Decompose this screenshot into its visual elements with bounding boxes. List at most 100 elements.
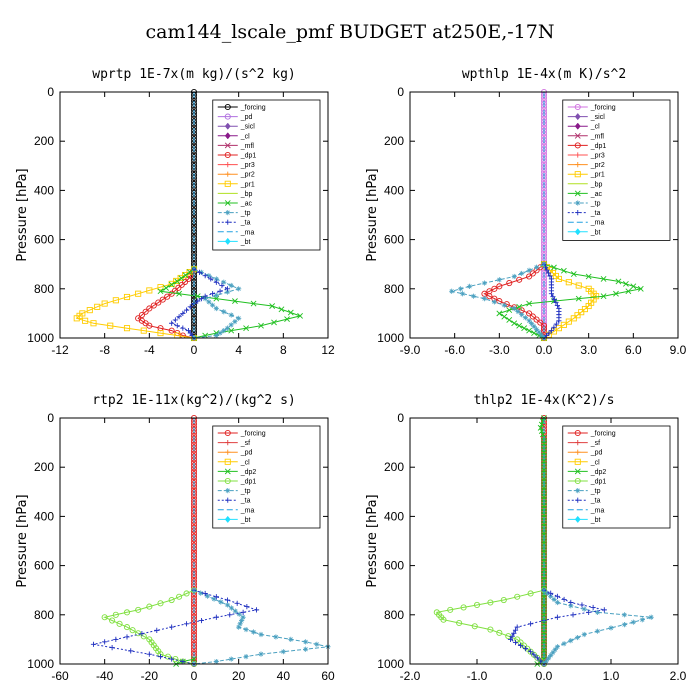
data-point (570, 271, 577, 277)
data-point (157, 284, 164, 291)
legend-label: _ta (590, 498, 601, 505)
x-tick-label: 0.0 (536, 343, 553, 357)
data-point (123, 293, 131, 301)
data-point (157, 654, 164, 660)
data-point (570, 315, 577, 322)
data-point (534, 655, 540, 661)
data-point (258, 322, 264, 329)
legend-label: _tp (590, 488, 601, 495)
data-point (213, 276, 219, 282)
panel-title: wprtp 1E-7x(m kg)/(s^2 kg) (92, 67, 296, 82)
series_tp (449, 261, 547, 341)
legend-label: _bt (240, 239, 251, 246)
data-point (73, 315, 80, 322)
data-point (198, 296, 205, 302)
data-point (213, 292, 219, 298)
legend-marker (224, 113, 231, 120)
data-point (142, 308, 149, 315)
chart-panel-4: thlp2 1E-4x(K^2)/s Pressure [hPa] -2.0 -1.0… (365, 393, 687, 683)
panel-title: rtp2 1E-11x(kg^2)/(kg^2 s) (92, 393, 296, 408)
data-point (548, 328, 555, 334)
data-point (218, 599, 224, 605)
data-point (506, 307, 513, 314)
x-tick-label: 0 (191, 343, 198, 357)
data-point (208, 276, 214, 282)
data-point (586, 609, 592, 615)
data-point (258, 631, 264, 638)
data-point (496, 629, 503, 636)
chart-panel-2: wpthlp 1E-4x(m K)/s^2 Pressure [hPa] -9.0 -… (365, 67, 687, 357)
legend-label: _ma (240, 507, 255, 514)
x-tick-label: -9.0 (400, 343, 421, 357)
data-point (227, 612, 233, 618)
panel-title: thlp2 1E-4x(K^2)/s (474, 393, 615, 408)
data-point (228, 327, 235, 334)
data-point (146, 651, 152, 657)
series-line (509, 589, 605, 665)
legend-label: _pr3 (590, 153, 605, 160)
data-point (595, 628, 601, 634)
data-point (287, 309, 294, 316)
x-tick-label: 12 (321, 343, 335, 357)
data-point (496, 277, 502, 283)
x-tick-label: 60 (321, 669, 335, 683)
legend-label: _dp1 (590, 479, 607, 486)
data-point (116, 620, 123, 627)
data-point (637, 285, 644, 292)
data-point (551, 264, 557, 271)
data-point (174, 278, 181, 285)
data-point (194, 293, 201, 300)
x-tick-label: -4 (144, 343, 155, 357)
data-point (138, 311, 145, 319)
data-point (496, 310, 503, 317)
data-point (211, 596, 217, 602)
data-point (487, 599, 494, 606)
data-point (574, 312, 581, 319)
legend-marker (574, 142, 581, 149)
y-tick-label: 400 (384, 509, 404, 523)
data-point (545, 655, 552, 661)
data-point (124, 634, 130, 640)
data-point (169, 624, 175, 630)
data-point (243, 325, 250, 332)
data-point (526, 267, 532, 273)
legend-marker (225, 162, 231, 168)
legend-marker (225, 219, 231, 225)
data-point (547, 273, 553, 279)
series-line (103, 589, 195, 665)
data-point (228, 282, 234, 289)
data-point (554, 302, 560, 309)
data-point (529, 313, 536, 320)
data-point (473, 601, 481, 609)
data-point (243, 626, 249, 633)
series_ta (507, 587, 607, 667)
data-point (561, 641, 567, 647)
data-point (548, 291, 555, 297)
legend-label: _dp2 (590, 469, 607, 476)
data-point (224, 325, 231, 331)
data-point (630, 619, 636, 625)
data-point (169, 656, 175, 662)
data-point (551, 297, 558, 303)
x-tick-label: -6.0 (444, 343, 465, 357)
data-point (123, 325, 131, 332)
data-point (570, 612, 576, 618)
legend-marker (575, 488, 581, 494)
data-point (456, 619, 463, 627)
data-point (168, 596, 175, 604)
figure-title: cam144_lscale_pmf BUDGET at250E,-17N (146, 21, 555, 43)
data-point (554, 614, 560, 620)
data-point (527, 590, 534, 597)
data-point (183, 590, 190, 597)
y-tick-label: 400 (384, 183, 404, 197)
legend-marker (575, 162, 581, 168)
data-point (234, 600, 240, 606)
data-point (314, 641, 320, 647)
data-point (180, 325, 186, 331)
legend-label: _ma (240, 229, 255, 236)
series_dp2 (534, 415, 547, 667)
legend-marker (225, 497, 231, 503)
data-point (168, 280, 175, 287)
data-point (575, 282, 582, 289)
legend-marker (224, 200, 231, 206)
